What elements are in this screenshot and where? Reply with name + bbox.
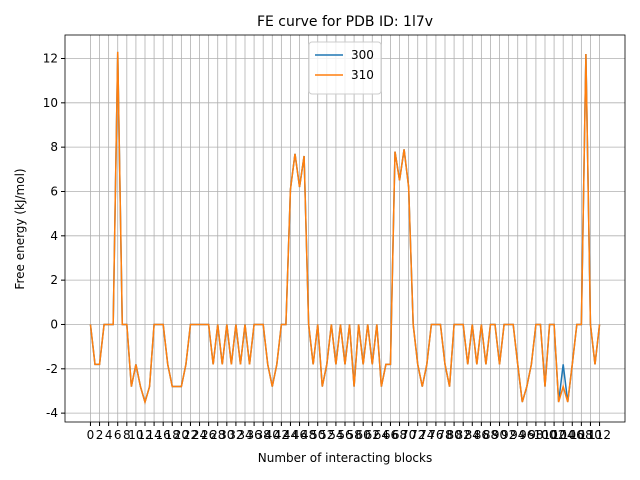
x-tick-label: 60 (356, 428, 371, 442)
x-tick-label: 32 (228, 428, 243, 442)
x-tick-label: 56 (337, 428, 352, 442)
x-tick-label: 70 (401, 428, 416, 442)
legend-label: 310 (351, 68, 374, 82)
x-tick-label: 26 (201, 428, 216, 442)
x-tick-label: 24 (192, 428, 207, 442)
x-tick-label: 94 (510, 428, 525, 442)
x-tick-label: 44 (283, 428, 298, 442)
y-tick-label: -2 (46, 362, 58, 376)
y-tick-label: 4 (50, 229, 58, 243)
x-tick-label: 106 (561, 428, 584, 442)
x-tick-label: 10 (128, 428, 143, 442)
x-tick-label: 30 (219, 428, 234, 442)
x-tick-label: 50 (310, 428, 325, 442)
x-tick-label: 82 (456, 428, 471, 442)
x-tick-label: 80 (446, 428, 461, 442)
legend-label: 300 (351, 48, 374, 62)
x-tick-label: 28 (210, 428, 225, 442)
x-tick-label: 2 (96, 428, 104, 442)
x-tick-label: 76 (428, 428, 443, 442)
x-tick-label: 36 (246, 428, 261, 442)
x-tick-label: 98 (528, 428, 543, 442)
x-tick-label: 14 (146, 428, 161, 442)
x-tick-label: 6 (114, 428, 122, 442)
x-tick-label: 8 (123, 428, 131, 442)
x-tick-label: 62 (365, 428, 380, 442)
x-tick-label: 58 (346, 428, 361, 442)
x-tick-label: 40 (265, 428, 280, 442)
x-tick-label: 92 (501, 428, 516, 442)
x-tick-label: 102 (543, 428, 566, 442)
x-tick-label: 112 (588, 428, 611, 442)
x-tick-label: 110 (579, 428, 602, 442)
x-tick-label: 108 (570, 428, 593, 442)
x-tick-label: 46 (292, 428, 307, 442)
x-tick-label: 78 (437, 428, 452, 442)
y-tick-label: 8 (50, 140, 58, 154)
y-axis-label: Free energy (kJ/mol) (13, 168, 27, 289)
x-tick-label: 100 (534, 428, 557, 442)
x-axis-label: Number of interacting blocks (258, 451, 432, 465)
x-tick-label: 66 (383, 428, 398, 442)
x-tick-label: 18 (165, 428, 180, 442)
y-tick-label: 10 (43, 96, 58, 110)
y-tick-label: 0 (50, 317, 58, 331)
x-tick-label: 84 (465, 428, 480, 442)
x-tick-label: 88 (483, 428, 498, 442)
y-tick-label: 2 (50, 273, 58, 287)
grid (65, 35, 625, 422)
x-tick-label: 74 (419, 428, 434, 442)
x-tick-label: 64 (374, 428, 389, 442)
x-tick-label: 38 (256, 428, 271, 442)
x-tick-label: 96 (519, 428, 534, 442)
x-tick-label: 34 (237, 428, 252, 442)
x-tick-label: 52 (319, 428, 334, 442)
series-line (89, 51, 601, 405)
x-tick-label: 86 (474, 428, 489, 442)
x-tick-label: 90 (492, 428, 507, 442)
x-tick-label: 48 (301, 428, 316, 442)
x-tick-label: 42 (274, 428, 289, 442)
x-tick-label: 104 (552, 428, 575, 442)
x-tick-label: 72 (410, 428, 425, 442)
x-tick-label: 54 (328, 428, 343, 442)
y-tick-label: 6 (50, 184, 58, 198)
x-tick-label: 16 (156, 428, 171, 442)
y-tick-label: 12 (43, 51, 58, 65)
x-tick-label: 12 (137, 428, 152, 442)
x-tick-label: 0 (87, 428, 95, 442)
x-tick-label: 22 (183, 428, 198, 442)
y-tick-label: -4 (46, 406, 58, 420)
x-tick-label: 4 (105, 428, 113, 442)
chart-title: FE curve for PDB ID: 1l7v (257, 14, 433, 30)
plot-lines (89, 51, 601, 405)
x-tick-label: 20 (174, 428, 189, 442)
x-tick-label: 68 (392, 428, 407, 442)
